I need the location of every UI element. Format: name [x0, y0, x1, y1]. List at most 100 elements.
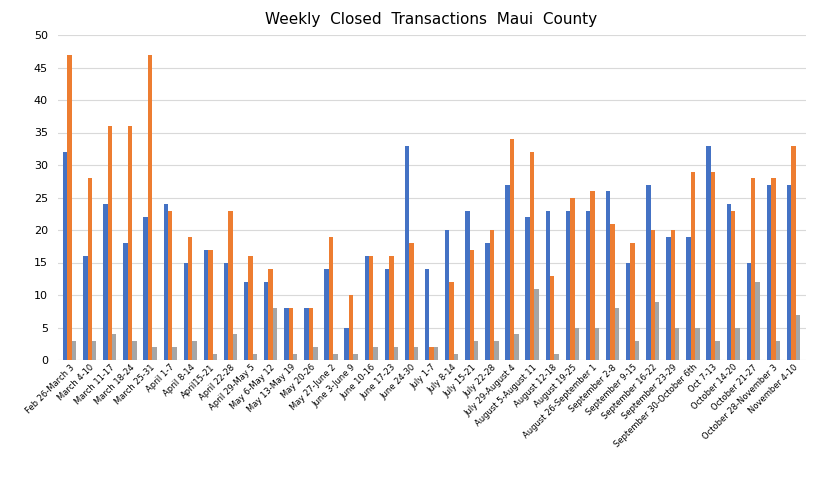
Bar: [204, 250, 208, 360]
Bar: [365, 256, 369, 360]
Bar: [143, 217, 148, 360]
Bar: [132, 340, 136, 360]
Bar: [666, 236, 671, 360]
Bar: [353, 354, 358, 360]
Bar: [635, 340, 640, 360]
Bar: [776, 340, 780, 360]
Bar: [309, 308, 313, 360]
Bar: [525, 217, 530, 360]
Bar: [469, 250, 474, 360]
Bar: [394, 347, 398, 360]
Bar: [329, 236, 333, 360]
Bar: [264, 282, 269, 360]
Bar: [229, 210, 233, 360]
Bar: [344, 328, 349, 360]
Bar: [373, 347, 378, 360]
Bar: [711, 172, 715, 360]
Bar: [530, 152, 534, 360]
Bar: [570, 198, 575, 360]
Bar: [650, 230, 655, 360]
Bar: [515, 334, 519, 360]
Bar: [746, 262, 751, 360]
Bar: [494, 340, 498, 360]
Bar: [168, 210, 173, 360]
Bar: [465, 210, 469, 360]
Bar: [127, 126, 132, 360]
Bar: [715, 340, 720, 360]
Bar: [284, 308, 289, 360]
Bar: [506, 184, 510, 360]
Bar: [485, 243, 490, 360]
Bar: [349, 295, 353, 360]
Bar: [434, 347, 438, 360]
Bar: [792, 146, 796, 360]
Bar: [771, 178, 776, 360]
Bar: [248, 256, 253, 360]
Bar: [566, 210, 570, 360]
Bar: [787, 184, 792, 360]
Bar: [369, 256, 373, 360]
Bar: [767, 184, 771, 360]
Bar: [474, 340, 478, 360]
Bar: [289, 308, 293, 360]
Bar: [534, 288, 538, 360]
Bar: [333, 354, 338, 360]
Bar: [731, 210, 736, 360]
Bar: [686, 236, 690, 360]
Bar: [425, 269, 429, 360]
Bar: [313, 347, 317, 360]
Bar: [546, 210, 550, 360]
Bar: [152, 347, 157, 360]
Bar: [92, 340, 96, 360]
Bar: [590, 191, 594, 360]
Bar: [148, 54, 152, 360]
Bar: [690, 172, 695, 360]
Bar: [706, 146, 711, 360]
Bar: [646, 184, 650, 360]
Bar: [253, 354, 257, 360]
Bar: [213, 354, 217, 360]
Bar: [192, 340, 197, 360]
Bar: [389, 256, 394, 360]
Bar: [304, 308, 309, 360]
Bar: [751, 178, 755, 360]
Bar: [112, 334, 117, 360]
Bar: [63, 152, 67, 360]
Bar: [554, 354, 559, 360]
Bar: [550, 276, 554, 360]
Bar: [606, 191, 610, 360]
Bar: [615, 308, 619, 360]
Bar: [123, 243, 127, 360]
Bar: [269, 269, 273, 360]
Bar: [188, 236, 192, 360]
Bar: [183, 262, 188, 360]
Bar: [796, 314, 800, 360]
Bar: [594, 328, 599, 360]
Bar: [490, 230, 494, 360]
Bar: [454, 354, 459, 360]
Bar: [586, 210, 590, 360]
Bar: [630, 243, 635, 360]
Bar: [72, 340, 76, 360]
Bar: [409, 243, 413, 360]
Bar: [83, 256, 87, 360]
Bar: [273, 308, 277, 360]
Bar: [164, 204, 168, 360]
Bar: [404, 146, 409, 360]
Bar: [675, 328, 680, 360]
Bar: [104, 204, 108, 360]
Bar: [450, 282, 454, 360]
Bar: [385, 269, 389, 360]
Bar: [325, 269, 329, 360]
Bar: [510, 139, 515, 360]
Bar: [736, 328, 740, 360]
Bar: [755, 282, 760, 360]
Bar: [67, 54, 72, 360]
Bar: [610, 224, 615, 360]
Title: Weekly  Closed  Transactions  Maui  County: Weekly Closed Transactions Maui County: [266, 12, 598, 27]
Bar: [293, 354, 298, 360]
Bar: [224, 262, 229, 360]
Bar: [626, 262, 630, 360]
Bar: [244, 282, 248, 360]
Bar: [445, 230, 450, 360]
